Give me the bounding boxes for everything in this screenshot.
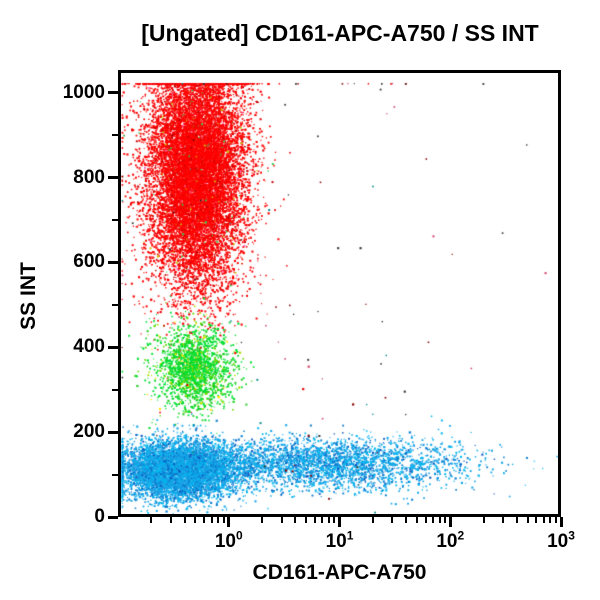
x-axis-title: CD161-APC-A750 bbox=[252, 561, 427, 584]
x-minor-tick bbox=[321, 517, 324, 523]
y-tick-label: 200 bbox=[73, 421, 105, 443]
x-minor-tick bbox=[261, 517, 264, 523]
x-minor-tick bbox=[424, 517, 427, 523]
x-minor-tick bbox=[183, 517, 186, 523]
x-minor-tick bbox=[194, 517, 197, 523]
x-minor-tick bbox=[526, 517, 529, 523]
y-tick-label: 600 bbox=[73, 251, 105, 273]
x-minor-tick bbox=[432, 517, 435, 523]
x-minor-tick bbox=[391, 517, 394, 523]
x-minor-tick bbox=[405, 517, 408, 523]
x-minor-tick bbox=[280, 517, 283, 523]
x-tick-label: 100 bbox=[214, 528, 243, 552]
x-major-tick bbox=[227, 517, 231, 527]
x-minor-tick bbox=[313, 517, 316, 523]
x-minor-tick bbox=[438, 517, 441, 523]
y-major-tick bbox=[108, 515, 118, 519]
x-minor-tick bbox=[305, 517, 308, 523]
x-tick-label: 103 bbox=[547, 528, 575, 552]
x-minor-tick bbox=[549, 517, 552, 523]
x-minor-tick bbox=[371, 517, 374, 523]
y-major-tick bbox=[108, 260, 118, 264]
y-minor-tick bbox=[112, 473, 118, 476]
x-major-tick bbox=[338, 517, 341, 527]
y-major-tick bbox=[108, 176, 118, 180]
y-major-tick bbox=[108, 430, 118, 434]
x-major-tick bbox=[559, 517, 563, 527]
y-minor-tick bbox=[112, 303, 118, 306]
y-minor-tick bbox=[112, 134, 118, 137]
x-minor-tick bbox=[222, 517, 225, 523]
x-minor-tick bbox=[327, 517, 330, 523]
x-minor-tick bbox=[210, 517, 213, 523]
x-minor-tick bbox=[502, 517, 505, 523]
x-minor-tick bbox=[415, 517, 418, 523]
y-tick-label: 0 bbox=[94, 506, 105, 527]
y-minor-tick bbox=[112, 388, 118, 391]
x-major-tick bbox=[448, 517, 452, 527]
x-minor-tick bbox=[294, 517, 297, 523]
y-tick-label: 1000 bbox=[62, 81, 105, 103]
x-tick-label: 101 bbox=[325, 528, 354, 552]
x-minor-tick bbox=[444, 517, 447, 523]
x-minor-tick bbox=[203, 517, 206, 523]
x-minor-tick bbox=[515, 517, 518, 523]
y-major-tick bbox=[108, 91, 118, 95]
y-minor-tick bbox=[112, 219, 118, 222]
x-minor-tick bbox=[150, 517, 153, 523]
x-minor-tick bbox=[482, 517, 485, 523]
y-major-tick bbox=[108, 345, 118, 349]
x-minor-tick bbox=[554, 517, 557, 523]
x-minor-tick bbox=[535, 517, 538, 523]
y-axis-title: SS INT bbox=[17, 262, 40, 330]
y-tick-label: 400 bbox=[73, 336, 105, 358]
x-minor-tick bbox=[169, 517, 172, 523]
x-minor-tick bbox=[542, 517, 545, 523]
x-minor-tick bbox=[333, 517, 336, 523]
y-tick-label: 800 bbox=[73, 166, 105, 188]
x-tick-label: 102 bbox=[436, 528, 465, 552]
x-minor-tick bbox=[217, 517, 220, 523]
